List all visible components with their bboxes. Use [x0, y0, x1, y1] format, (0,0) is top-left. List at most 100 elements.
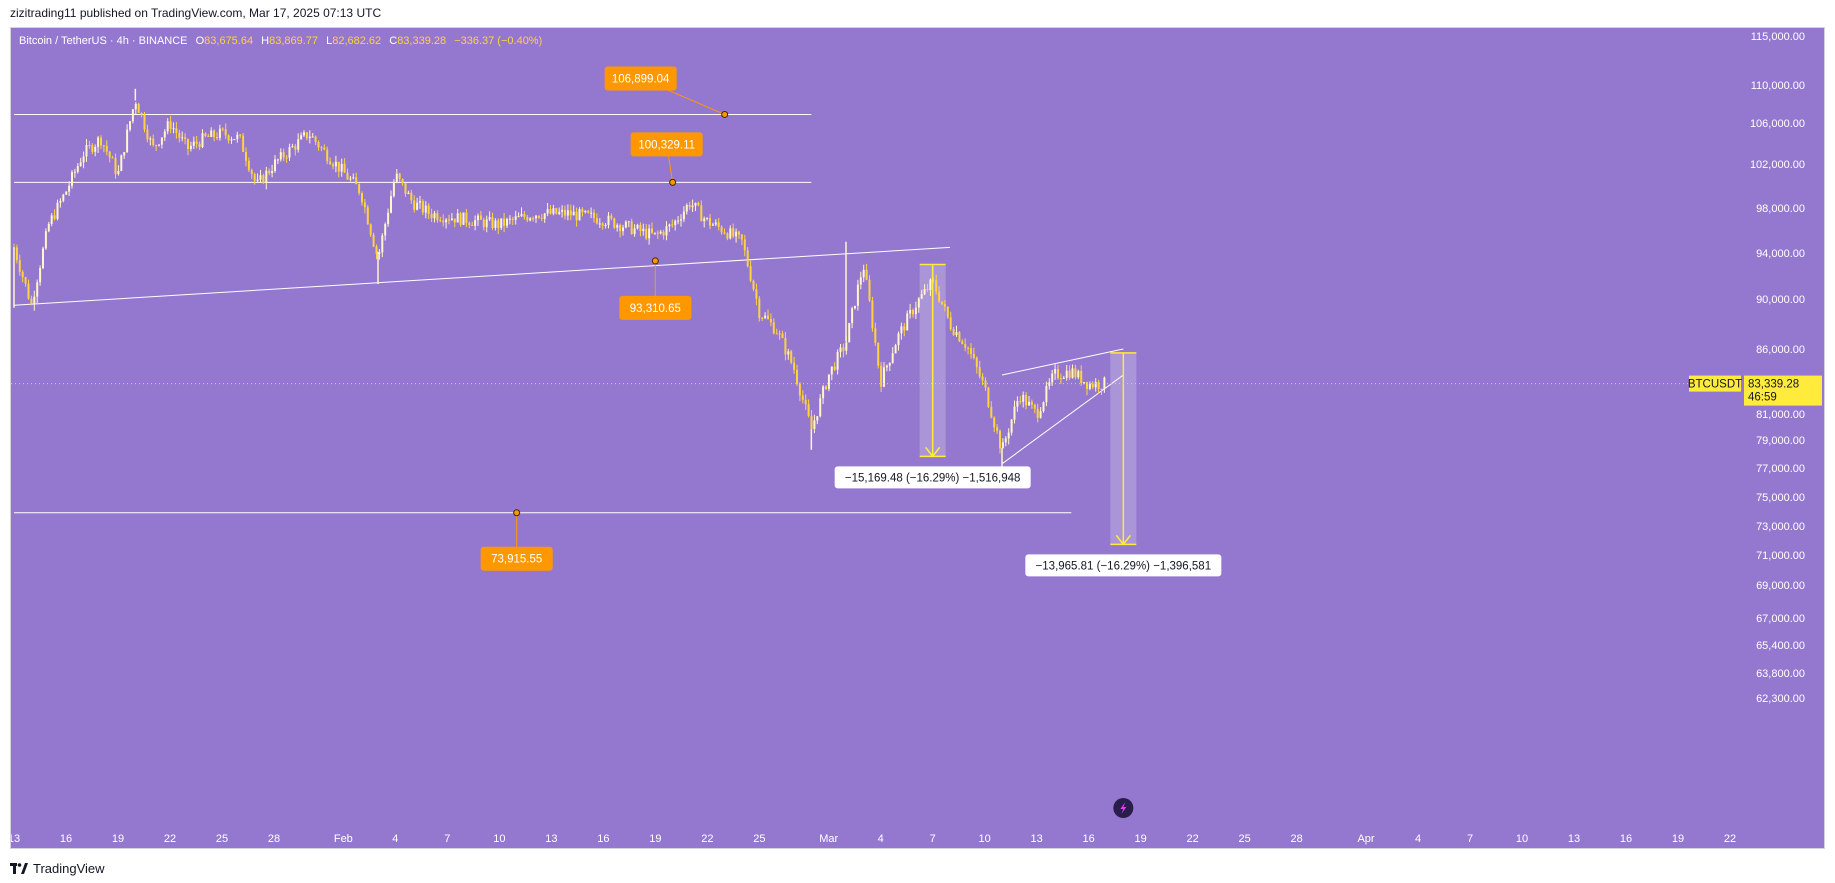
- price-point-marker[interactable]: [651, 257, 659, 265]
- trendline[interactable]: [13, 246, 951, 306]
- candle-body: [807, 404, 810, 417]
- x-axis-label[interactable]: 22: [701, 833, 713, 845]
- x-axis-label[interactable]: 28: [1291, 833, 1303, 845]
- x-axis-label[interactable]: 28: [268, 833, 280, 845]
- x-axis-label[interactable]: 4: [878, 833, 884, 845]
- x-axis-label[interactable]: 7: [444, 833, 450, 845]
- candle-body: [1051, 373, 1054, 383]
- x-axis-label[interactable]: Feb: [334, 833, 353, 845]
- x-axis-label[interactable]: Mar: [819, 833, 838, 845]
- y-axis-label[interactable]: 110,000.00: [1751, 80, 1805, 92]
- candle-body: [526, 217, 529, 221]
- x-axis-label[interactable]: 25: [216, 833, 228, 845]
- x-axis-label[interactable]: 4: [1415, 833, 1421, 845]
- candle-body: [598, 223, 601, 225]
- candle-body: [653, 232, 656, 234]
- y-axis-label[interactable]: 63,800.00: [1756, 668, 1805, 680]
- bar-countdown-timer: 46:59: [1748, 392, 1777, 404]
- candle-body: [253, 174, 256, 181]
- x-axis-label[interactable]: 22: [1724, 833, 1736, 845]
- price-callout-box[interactable]: [619, 295, 692, 320]
- candle-body: [445, 219, 448, 223]
- x-axis-label[interactable]: Apr: [1357, 833, 1374, 845]
- candle-body: [903, 326, 906, 331]
- candle-body: [990, 406, 993, 418]
- x-axis-label[interactable]: 10: [1516, 833, 1528, 845]
- x-axis-label[interactable]: 13: [1568, 833, 1580, 845]
- candle-body: [76, 165, 79, 172]
- candle-body: [1030, 401, 1033, 405]
- price-point-marker[interactable]: [513, 509, 521, 517]
- measure-label-box[interactable]: [1025, 554, 1222, 577]
- x-axis-label[interactable]: 10: [979, 833, 991, 845]
- y-axis-label[interactable]: 86,000.00: [1756, 344, 1805, 356]
- y-axis-label[interactable]: 98,000.00: [1756, 203, 1805, 215]
- x-axis-label[interactable]: 7: [1467, 833, 1473, 845]
- x-axis-label[interactable]: 25: [753, 833, 765, 845]
- x-axis-label[interactable]: 22: [1187, 833, 1199, 845]
- y-axis-label[interactable]: 102,000.00: [1750, 159, 1805, 171]
- x-axis-label[interactable]: 13: [11, 833, 20, 845]
- y-axis-label[interactable]: 65,400.00: [1756, 640, 1805, 652]
- y-axis-label[interactable]: 71,000.00: [1756, 550, 1805, 562]
- x-axis-label[interactable]: 7: [930, 833, 936, 845]
- price-chart[interactable]: 13 16 19 22 25 28 Feb 4 7 10 13 16 19 22 25 Mar 4 7 10 13 16…: [11, 28, 1825, 849]
- tradingview-logo-icon[interactable]: [10, 862, 28, 874]
- candle-body: [810, 416, 813, 429]
- measure-label-box[interactable]: [834, 466, 1031, 489]
- x-axis-label[interactable]: 16: [1620, 833, 1632, 845]
- x-axis-label[interactable]: 16: [60, 833, 72, 845]
- y-axis-label[interactable]: 115,000.00: [1751, 31, 1805, 43]
- price-point-marker[interactable]: [721, 110, 729, 118]
- candle-body: [407, 192, 410, 194]
- symbol-name[interactable]: Bitcoin / TetherUS · 4h · BINANCE: [19, 35, 188, 47]
- price-callout-box[interactable]: [480, 546, 553, 571]
- brand-name[interactable]: TradingView: [33, 860, 105, 876]
- y-axis-label[interactable]: 67,000.00: [1756, 613, 1805, 625]
- y-axis-label[interactable]: 90,000.00: [1756, 294, 1805, 306]
- open-value: 83,675.64: [204, 35, 254, 47]
- y-axis-label[interactable]: 62,300.00: [1756, 693, 1805, 705]
- x-axis-label[interactable]: 19: [112, 833, 124, 845]
- x-axis-label[interactable]: 10: [493, 833, 505, 845]
- last-price-tag-box[interactable]: [1744, 375, 1822, 406]
- y-axis-label[interactable]: 81,000.00: [1756, 409, 1805, 421]
- x-axis-label[interactable]: 13: [545, 833, 557, 845]
- wedge-lower-line[interactable]: [1001, 374, 1124, 465]
- x-axis-label[interactable]: 19: [649, 833, 661, 845]
- candle-body: [250, 170, 253, 175]
- y-axis-label[interactable]: 77,000.00: [1756, 463, 1805, 475]
- x-axis-label[interactable]: 19: [1135, 833, 1147, 845]
- price-callout-box[interactable]: [604, 66, 677, 91]
- candle-body: [305, 132, 308, 139]
- x-axis-label[interactable]: 16: [597, 833, 609, 845]
- x-axis-label[interactable]: 22: [164, 833, 176, 845]
- candle-body: [595, 218, 598, 224]
- candle-body: [134, 103, 137, 110]
- candle-body: [819, 398, 822, 417]
- candle-body: [91, 145, 94, 152]
- y-axis-label[interactable]: 69,000.00: [1756, 580, 1805, 592]
- candle-body: [885, 365, 888, 368]
- x-axis-label[interactable]: 4: [392, 833, 398, 845]
- candle-body: [787, 351, 790, 355]
- candle-body: [1059, 378, 1062, 380]
- y-axis-label[interactable]: 106,000.00: [1750, 118, 1805, 130]
- chart-area[interactable]: 13 16 19 22 25 28 Feb 4 7 10 13 16 19 22 25 Mar 4 7 10 13 16…: [10, 27, 1825, 849]
- price-point-marker[interactable]: [669, 178, 677, 186]
- y-axis-label[interactable]: 75,000.00: [1756, 492, 1805, 504]
- candle-body: [129, 121, 131, 130]
- y-axis-label[interactable]: 73,000.00: [1756, 521, 1805, 533]
- wedge-upper-line[interactable]: [1001, 348, 1124, 376]
- y-axis-label[interactable]: 94,000.00: [1756, 248, 1805, 260]
- x-axis-label[interactable]: 25: [1239, 833, 1251, 845]
- x-axis-label[interactable]: 16: [1083, 833, 1095, 845]
- candle-body: [163, 131, 166, 138]
- symbol-tag-box[interactable]: [1689, 375, 1741, 392]
- price-callout-box[interactable]: [630, 132, 703, 157]
- y-axis-label[interactable]: 79,000.00: [1756, 435, 1805, 447]
- x-axis-label[interactable]: 19: [1672, 833, 1684, 845]
- x-axis-label[interactable]: 13: [1031, 833, 1043, 845]
- candle-body: [630, 221, 633, 235]
- candle-body: [862, 269, 865, 278]
